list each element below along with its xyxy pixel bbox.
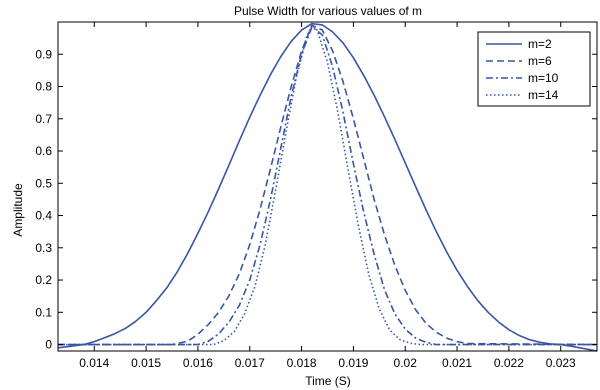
legend: m=2 m=6 m=10 m=14	[477, 31, 591, 107]
legend-label: m=10	[528, 71, 559, 85]
series-line-m-6	[58, 24, 598, 346]
x-tick-label: 0.018	[287, 356, 317, 370]
x-tick-label: 0.017	[235, 356, 265, 370]
y-tick-label: 0.5	[35, 176, 52, 190]
y-tick-label: 0.9	[35, 47, 52, 61]
x-tick-label: 0.019	[338, 356, 368, 370]
y-tick-label: 0	[45, 338, 52, 352]
y-tick-label: 0.4	[35, 209, 52, 223]
x-tick-label: 0.02	[394, 356, 418, 370]
y-axis-label: Amplitude	[11, 183, 25, 237]
legend-label: m=14	[528, 88, 559, 102]
x-axis-ticks: 0.014 0.015 0.016 0.017 0.018 0.019 0.02 0.021 0…	[79, 22, 576, 370]
axes-frame	[57, 21, 598, 352]
series-line-m-10	[58, 26, 597, 346]
series-line-m-2	[57, 22, 598, 352]
y-tick-label: 0.8	[35, 80, 52, 94]
x-tick-label: 0.022	[494, 356, 524, 370]
legend-label: m=2	[528, 37, 552, 51]
y-axis-ticks: 0 0.1 0.2 0.3 0.4 0.5 0.6 0.7 0.8 0.9	[35, 47, 597, 352]
y-tick-label: 0.1	[35, 305, 52, 319]
y-tick-label: 0.6	[35, 144, 52, 158]
y-tick-label: 0.7	[35, 112, 52, 126]
y-tick-label: 0.3	[35, 241, 52, 255]
series-layer	[57, 22, 598, 352]
axes-layer	[57, 21, 598, 352]
x-tick-label: 0.021	[442, 356, 472, 370]
x-tick-label: 0.023	[546, 356, 576, 370]
legend-label: m=6	[528, 54, 552, 68]
x-tick-label: 0.014	[79, 356, 109, 370]
chart-title: Pulse Width for various values of m	[234, 4, 422, 18]
x-tick-label: 0.016	[183, 356, 213, 370]
x-axis-label: Time (S)	[305, 374, 351, 388]
series-line-m-14	[58, 24, 597, 346]
x-tick-label: 0.015	[131, 356, 161, 370]
y-tick-label: 0.2	[35, 273, 52, 287]
